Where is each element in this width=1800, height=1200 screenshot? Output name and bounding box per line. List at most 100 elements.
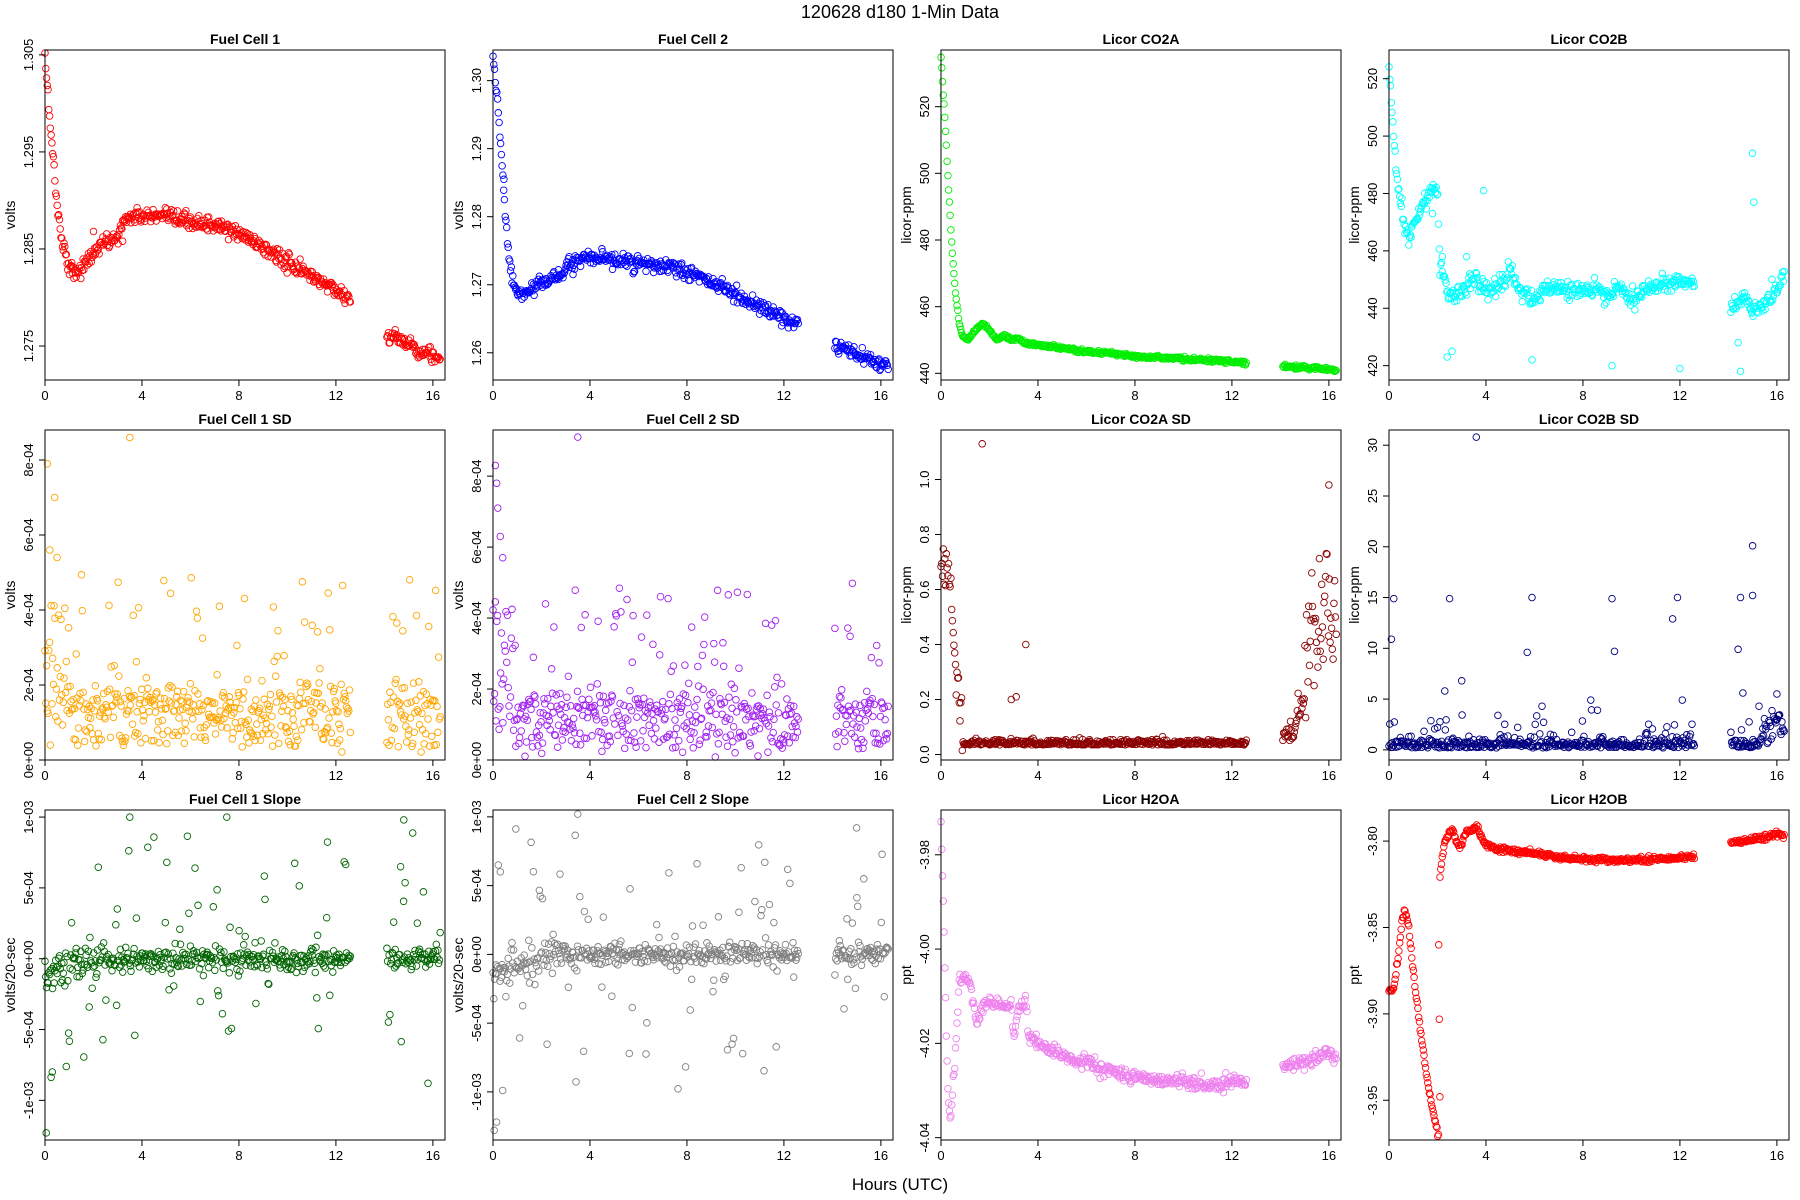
data-point	[766, 950, 774, 959]
data-point	[296, 678, 304, 687]
data-point	[671, 716, 679, 724]
data-point	[858, 343, 867, 352]
data-point	[1422, 205, 1431, 213]
data-point	[1674, 280, 1683, 289]
data-point	[125, 847, 133, 855]
data-point	[412, 962, 421, 970]
data-point	[421, 701, 429, 710]
data-point	[295, 882, 304, 890]
data-point	[765, 312, 774, 320]
data-point	[506, 693, 515, 701]
data-point	[281, 262, 289, 271]
data-point	[709, 987, 717, 996]
x-tick-label: 0	[1385, 388, 1392, 403]
data-point	[1414, 215, 1422, 223]
data-point	[257, 937, 265, 945]
panel-title: Licor CO2A SD	[1091, 411, 1191, 427]
data-point	[624, 716, 632, 724]
data-point	[495, 118, 503, 127]
data-point	[658, 706, 666, 714]
data-point	[1504, 258, 1513, 266]
data-point	[1437, 258, 1446, 267]
data-point	[712, 710, 720, 719]
data-point	[1386, 75, 1394, 84]
data-point	[174, 962, 182, 971]
data-point	[699, 921, 707, 929]
data-point	[218, 1009, 227, 1018]
data-point	[185, 698, 194, 707]
data-point	[777, 322, 786, 330]
data-point	[742, 296, 751, 304]
data-point	[278, 693, 287, 701]
plot-frame	[940, 49, 1342, 381]
data-point	[281, 947, 289, 956]
data-point	[627, 736, 635, 745]
panel-title: Fuel Cell 2	[658, 31, 728, 47]
data-point	[879, 359, 888, 367]
data-point	[502, 223, 511, 232]
data-point	[1022, 640, 1030, 649]
data-point	[759, 705, 768, 713]
data-point	[239, 954, 247, 963]
data-point	[78, 969, 87, 978]
data-point	[227, 711, 236, 720]
data-point	[611, 959, 620, 967]
data-point	[626, 885, 634, 893]
data-point	[263, 700, 272, 709]
data-point	[1322, 549, 1331, 558]
y-tick-label: 0.6	[917, 580, 932, 598]
data-point	[939, 91, 948, 99]
y-tick-label: 15	[1365, 590, 1380, 604]
data-point	[1459, 281, 1468, 290]
data-point	[1768, 275, 1776, 284]
data-point	[548, 689, 557, 698]
data-point	[1308, 569, 1316, 577]
data-point	[49, 152, 58, 161]
data-point	[132, 914, 141, 922]
data-point	[840, 728, 848, 737]
data-point	[1472, 268, 1480, 277]
data-point	[506, 267, 515, 275]
data-point	[1438, 267, 1447, 276]
data-point	[71, 949, 80, 957]
data-point	[280, 651, 288, 660]
data-point	[1750, 198, 1758, 206]
data-point	[640, 957, 649, 965]
data-point	[1479, 186, 1488, 195]
data-point	[508, 938, 516, 947]
data-point	[199, 971, 208, 980]
data-point	[265, 705, 273, 713]
data-point	[85, 1003, 93, 1011]
data-point	[722, 733, 730, 741]
data-point	[219, 688, 227, 697]
data-point	[588, 703, 597, 711]
data-point	[175, 714, 183, 722]
data-point	[250, 962, 259, 971]
data-point	[831, 971, 839, 979]
data-point	[1320, 598, 1328, 607]
data-point	[50, 493, 59, 502]
data-point	[611, 250, 619, 258]
data-point	[1670, 721, 1679, 729]
data-point	[754, 841, 763, 849]
data-point	[668, 704, 676, 713]
data-point	[158, 716, 167, 725]
data-point	[1565, 296, 1574, 304]
data-point	[1494, 711, 1502, 720]
data-point	[73, 972, 81, 981]
data-point	[952, 295, 960, 303]
data-point	[92, 973, 100, 982]
data-point	[89, 227, 98, 236]
data-point	[1593, 706, 1602, 714]
data-point	[242, 228, 250, 237]
data-point	[108, 702, 116, 710]
data-point	[410, 728, 419, 736]
data-point	[208, 958, 217, 967]
data-point	[91, 682, 100, 690]
data-point	[1387, 98, 1396, 107]
data-point	[399, 336, 408, 344]
data-point	[703, 733, 711, 741]
data-point	[789, 702, 798, 711]
data-point	[198, 959, 206, 968]
